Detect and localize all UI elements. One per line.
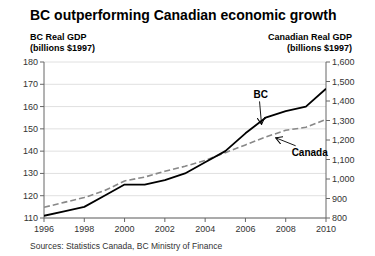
y2-tick-label: 1,100 <box>332 155 355 165</box>
x-tick-label: 1996 <box>34 224 54 234</box>
y-tick <box>40 62 44 63</box>
y2-tick <box>326 179 330 180</box>
y-tick-label: 170 <box>23 79 38 89</box>
series-line <box>44 89 326 216</box>
y2-tick-label: 1,000 <box>332 174 355 184</box>
grid-line <box>44 151 326 152</box>
y2-tick <box>326 120 330 121</box>
x-tick <box>44 218 45 222</box>
grid-line <box>44 62 326 63</box>
annotation-arrow <box>260 101 262 124</box>
y-tick-label: 160 <box>23 102 38 112</box>
grid-line <box>44 106 326 107</box>
x-tick <box>84 218 85 222</box>
y-tick <box>40 106 44 107</box>
title: BC outperforming Canadian economic growt… <box>30 7 336 23</box>
y2-tick-label: 1,400 <box>332 96 355 106</box>
x-tick <box>124 218 125 222</box>
y-tick-label: 140 <box>23 146 38 156</box>
x-tick-label: 2002 <box>155 224 175 234</box>
y-tick-label: 150 <box>23 124 38 134</box>
annotation: Canada <box>292 147 329 158</box>
y-tick <box>40 128 44 129</box>
y2-tick-label: 1,500 <box>332 77 355 87</box>
x-tick-label: 1998 <box>74 224 94 234</box>
y2-axis-label: Canadian Real GDP <box>268 32 352 42</box>
y2-tick-label: 1,300 <box>332 116 355 126</box>
plot-area <box>44 89 326 216</box>
y-tick <box>40 173 44 174</box>
y2-tick-label: 1,600 <box>332 57 355 67</box>
y-axis-label: (billions $1997) <box>30 43 95 53</box>
y-tick-label: 110 <box>24 213 38 223</box>
chart: BC outperforming Canadian economic growt… <box>0 0 375 256</box>
y2-tick <box>326 218 330 219</box>
y2-tick-label: 900 <box>332 194 347 204</box>
y-tick-label: 180 <box>23 57 38 67</box>
grid-line <box>44 84 326 85</box>
grid-line <box>44 195 326 196</box>
y-tick <box>40 84 44 85</box>
y-tick <box>40 218 44 219</box>
source: Sources: Statistics Canada, BC Ministry … <box>30 241 223 251</box>
annotation: BC <box>254 89 268 100</box>
y2-tick-label: 1,200 <box>332 135 355 145</box>
y-axis-line <box>44 62 45 218</box>
grid-line <box>44 128 326 129</box>
y2-tick <box>326 62 330 63</box>
x-tick-label: 2010 <box>316 224 336 234</box>
y2-axis-label: (billions $1997) <box>287 43 352 53</box>
y2-axis-line <box>326 62 327 218</box>
x-tick-label: 2008 <box>276 224 296 234</box>
y-tick <box>40 151 44 152</box>
x-tick <box>326 218 327 222</box>
y-tick-label: 120 <box>23 191 38 201</box>
x-tick-label: 2006 <box>235 224 255 234</box>
y2-tick-label: 800 <box>332 213 347 223</box>
grid-line <box>44 218 326 219</box>
y2-tick <box>326 159 330 160</box>
x-tick-label: 2004 <box>195 224 215 234</box>
x-tick <box>245 218 246 222</box>
y2-tick <box>326 81 330 82</box>
y-axis-label: BC Real GDP <box>30 32 87 42</box>
y2-tick <box>326 140 330 141</box>
y2-tick <box>326 101 330 102</box>
x-tick <box>164 218 165 222</box>
y-tick <box>40 195 44 196</box>
annotation-arrow <box>276 138 296 146</box>
y2-tick <box>326 198 330 199</box>
x-axis-line <box>44 218 326 219</box>
series-line <box>44 120 326 208</box>
x-tick-label: 2000 <box>115 224 135 234</box>
x-tick <box>205 218 206 222</box>
y-tick-label: 130 <box>23 168 38 178</box>
x-tick <box>285 218 286 222</box>
